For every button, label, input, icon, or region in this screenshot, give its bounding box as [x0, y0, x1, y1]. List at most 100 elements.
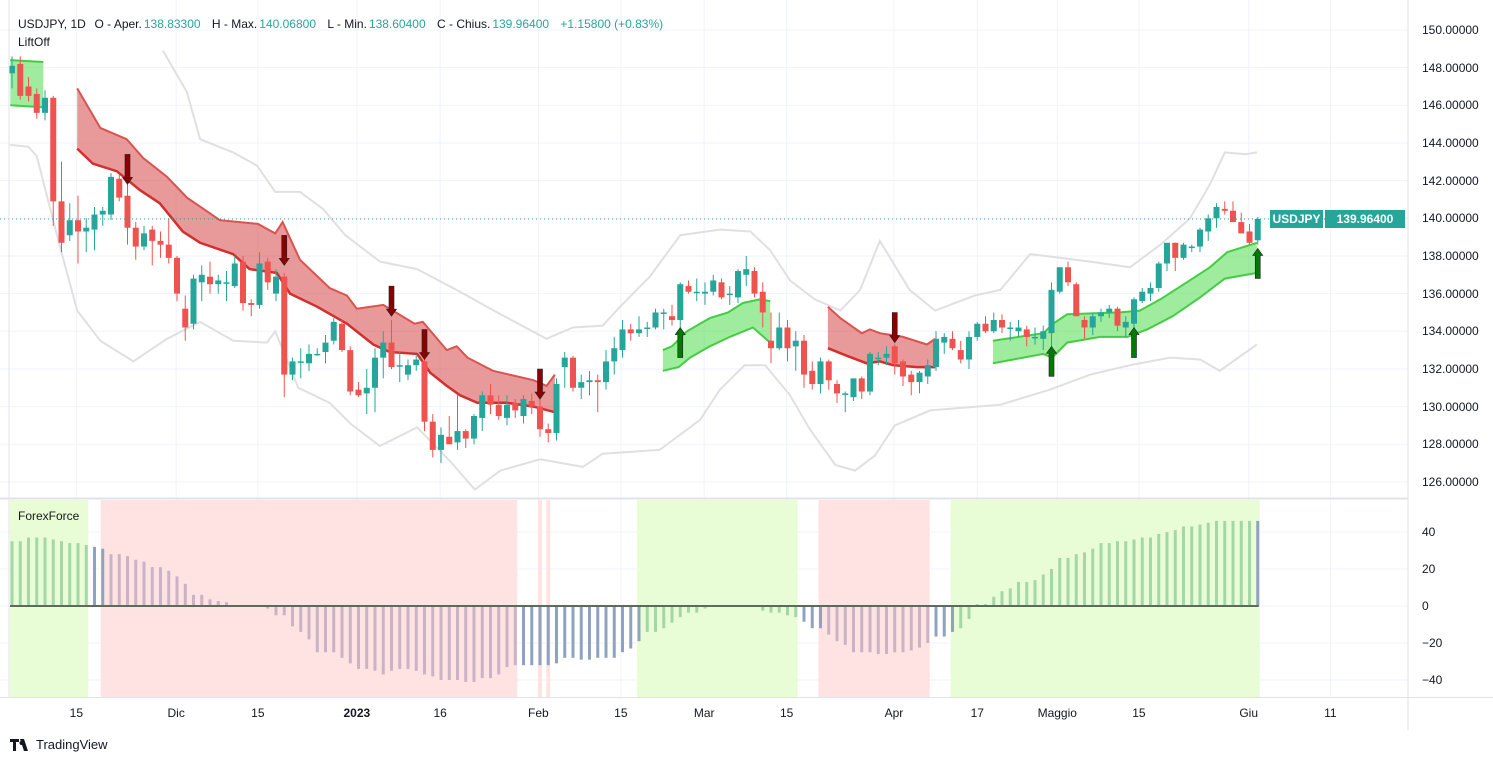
candle	[1246, 223, 1253, 245]
candle-body	[281, 276, 288, 375]
candle-body	[116, 178, 123, 198]
close-label: C - Chius.	[436, 17, 491, 31]
candle	[1114, 306, 1121, 332]
price-tick-label: 132.00000	[1422, 361, 1479, 376]
candle-body	[66, 220, 73, 236]
oscillator-bar	[447, 606, 451, 680]
candle	[735, 269, 741, 304]
symbol-interval[interactable]: USDJPY, 1D	[18, 17, 86, 31]
candle-body	[611, 348, 618, 362]
sell-arrow-icon	[418, 329, 431, 361]
candle-body	[273, 276, 279, 294]
bull-zone	[637, 500, 798, 697]
candle	[693, 278, 700, 302]
candle	[438, 427, 444, 464]
candle	[190, 274, 197, 330]
oscillator-bar	[876, 606, 880, 655]
candle	[314, 348, 321, 356]
oscillator-bar	[357, 606, 360, 669]
oscillator-bar	[439, 606, 443, 680]
indicator-liftoff-label[interactable]: LiftOff	[18, 35, 50, 49]
candle	[834, 380, 840, 403]
candle-body	[91, 214, 98, 230]
candle-body	[1172, 242, 1179, 258]
tradingview-logo[interactable]: TradingView	[10, 737, 108, 752]
candle-body	[718, 282, 725, 298]
candle	[644, 321, 651, 337]
tradingview-icon	[10, 738, 28, 751]
candle	[1238, 212, 1245, 234]
candle-body	[182, 308, 189, 328]
candle	[933, 331, 939, 371]
oscillator-bar	[588, 606, 591, 660]
oscillator-bar	[852, 606, 855, 653]
candle-body	[891, 346, 898, 364]
candle	[636, 316, 642, 337]
candle	[1131, 297, 1137, 328]
last-price-symbol-label: USDJPY	[1270, 210, 1323, 228]
candle-body	[908, 374, 915, 383]
candle-body	[743, 269, 750, 275]
oscillator-bar	[406, 606, 410, 669]
oscillator-bar	[208, 599, 212, 606]
oscillator-bar	[819, 606, 822, 629]
candle-body	[256, 263, 263, 305]
oscillator-bar	[1099, 543, 1103, 606]
candle-body	[289, 361, 296, 375]
oscillator-bar	[381, 606, 385, 675]
candle	[504, 395, 510, 426]
candle-body	[900, 361, 906, 377]
oscillator-bar	[299, 606, 303, 632]
candle-body	[429, 421, 436, 450]
candle	[718, 278, 725, 300]
oscillator-bar	[1033, 580, 1037, 606]
candle-body	[231, 263, 238, 287]
oscillator-bar	[959, 606, 963, 629]
oscillator-bar	[307, 606, 311, 640]
candle-body	[850, 378, 857, 398]
oscillator-bar	[117, 554, 121, 606]
price-tick-label: 148.00000	[1422, 60, 1479, 75]
candle-body	[825, 361, 832, 381]
candle	[537, 395, 543, 437]
oscillator-bar	[563, 606, 567, 658]
oscillator-bar	[670, 606, 674, 623]
candle	[215, 274, 222, 294]
candle-body	[669, 316, 675, 320]
liftoff-ribbons	[10, 59, 1258, 414]
candle-body	[1180, 244, 1187, 258]
candle-body	[108, 176, 114, 215]
bear-ribbon-bottom-line	[827, 347, 936, 369]
candle	[429, 414, 436, 458]
candle	[50, 95, 57, 226]
candle-body	[1238, 222, 1245, 234]
oscillator-bar	[546, 606, 550, 666]
candle	[174, 255, 180, 302]
candle-body	[446, 436, 453, 445]
oscillator-bar	[1091, 548, 1095, 606]
time-tick-label: 15	[779, 706, 794, 720]
candle-body	[801, 340, 807, 375]
oscillator-bar	[893, 606, 897, 653]
buy-arrow-icon	[674, 326, 686, 358]
candle	[1065, 261, 1071, 287]
indicator-forexforce-label[interactable]: ForexForce	[18, 509, 80, 523]
oscillator-bar	[101, 548, 105, 606]
oscillator-bar	[992, 596, 996, 606]
oscillator-tick-label: 20	[1422, 562, 1436, 576]
candle-body	[190, 278, 197, 324]
candle	[231, 255, 238, 288]
candle	[619, 319, 626, 358]
oscillator-bar	[1066, 557, 1070, 606]
candle-body	[1089, 316, 1096, 328]
bear-ribbon-top-line	[76, 87, 556, 388]
candle	[1023, 325, 1030, 347]
bear-zone	[538, 500, 542, 697]
candle	[974, 321, 981, 341]
candle	[132, 222, 139, 260]
bear-ribbon-fill	[827, 306, 936, 368]
candle	[916, 370, 923, 394]
candle-body	[966, 336, 972, 360]
oscillator-bar	[431, 606, 435, 677]
